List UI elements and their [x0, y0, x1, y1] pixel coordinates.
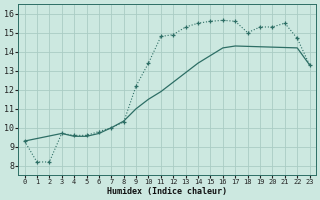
X-axis label: Humidex (Indice chaleur): Humidex (Indice chaleur) — [107, 187, 227, 196]
